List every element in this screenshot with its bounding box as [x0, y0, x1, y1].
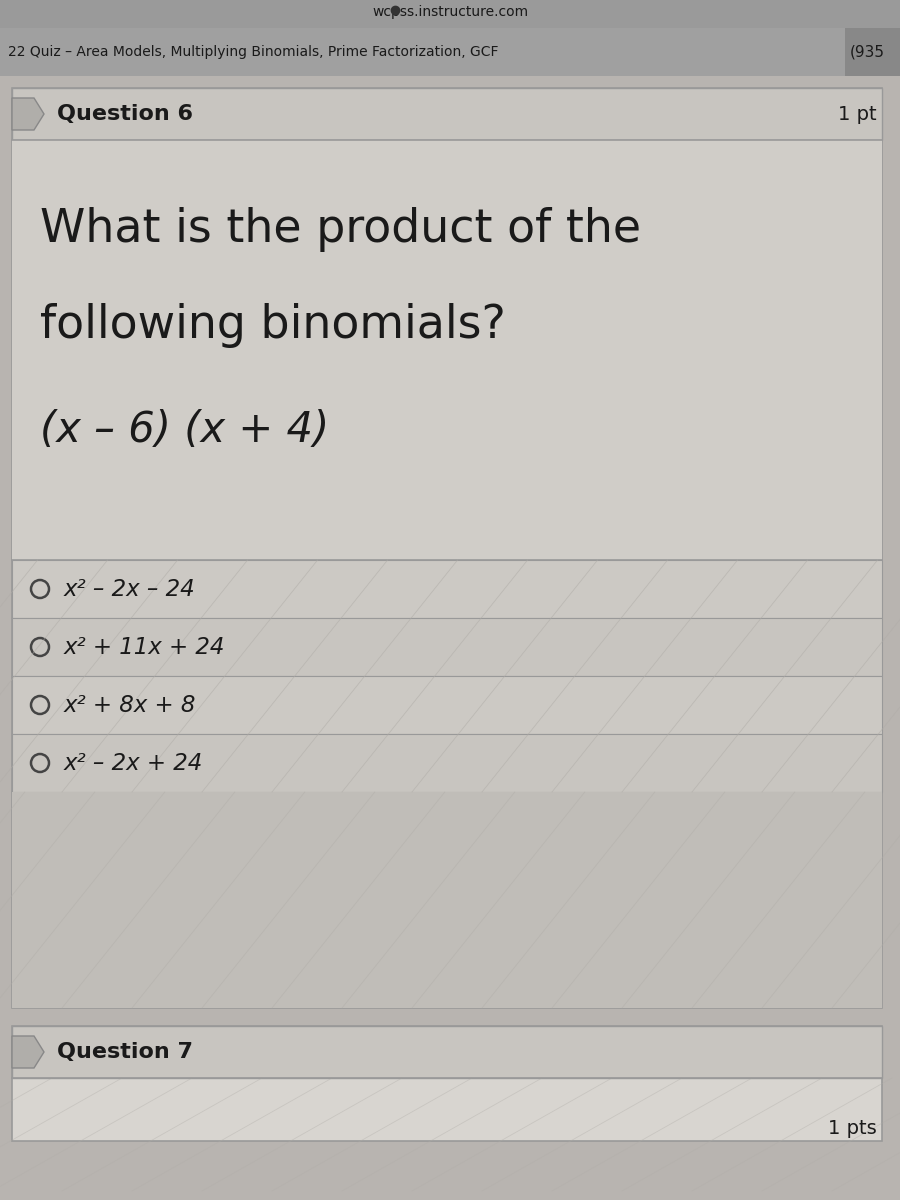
Text: (x – 6) (x + 4): (x – 6) (x + 4) — [40, 409, 329, 451]
Text: wcpss.instructure.com: wcpss.instructure.com — [372, 5, 528, 19]
FancyBboxPatch shape — [12, 676, 882, 734]
FancyBboxPatch shape — [12, 1026, 882, 1078]
FancyBboxPatch shape — [0, 76, 900, 1200]
Polygon shape — [12, 1036, 44, 1068]
Text: Question 6: Question 6 — [57, 104, 193, 124]
Text: What is the product of the: What is the product of the — [40, 208, 641, 252]
Text: x² – 2x + 24: x² – 2x + 24 — [64, 751, 203, 774]
Text: following binomials?: following binomials? — [40, 302, 506, 348]
FancyBboxPatch shape — [12, 140, 882, 560]
Text: x² + 8x + 8: x² + 8x + 8 — [64, 694, 196, 716]
Text: x² – 2x – 24: x² – 2x – 24 — [64, 577, 195, 600]
Text: Question 7: Question 7 — [57, 1042, 193, 1062]
FancyBboxPatch shape — [12, 560, 882, 618]
FancyBboxPatch shape — [845, 28, 900, 76]
FancyBboxPatch shape — [12, 734, 882, 792]
Text: x² + 11x + 24: x² + 11x + 24 — [64, 636, 225, 659]
Text: 1 pt: 1 pt — [839, 104, 877, 124]
Text: 22 Quiz – Area Models, Multiplying Binomials, Prime Factorization, GCF: 22 Quiz – Area Models, Multiplying Binom… — [8, 44, 499, 59]
FancyBboxPatch shape — [12, 792, 882, 1008]
FancyBboxPatch shape — [12, 88, 882, 1008]
FancyBboxPatch shape — [0, 28, 900, 76]
FancyBboxPatch shape — [12, 618, 882, 676]
FancyBboxPatch shape — [12, 1026, 882, 1141]
Polygon shape — [12, 98, 44, 130]
FancyBboxPatch shape — [12, 88, 882, 140]
Text: 1 pts: 1 pts — [828, 1120, 877, 1139]
Text: (935: (935 — [850, 44, 885, 60]
FancyBboxPatch shape — [0, 0, 900, 28]
